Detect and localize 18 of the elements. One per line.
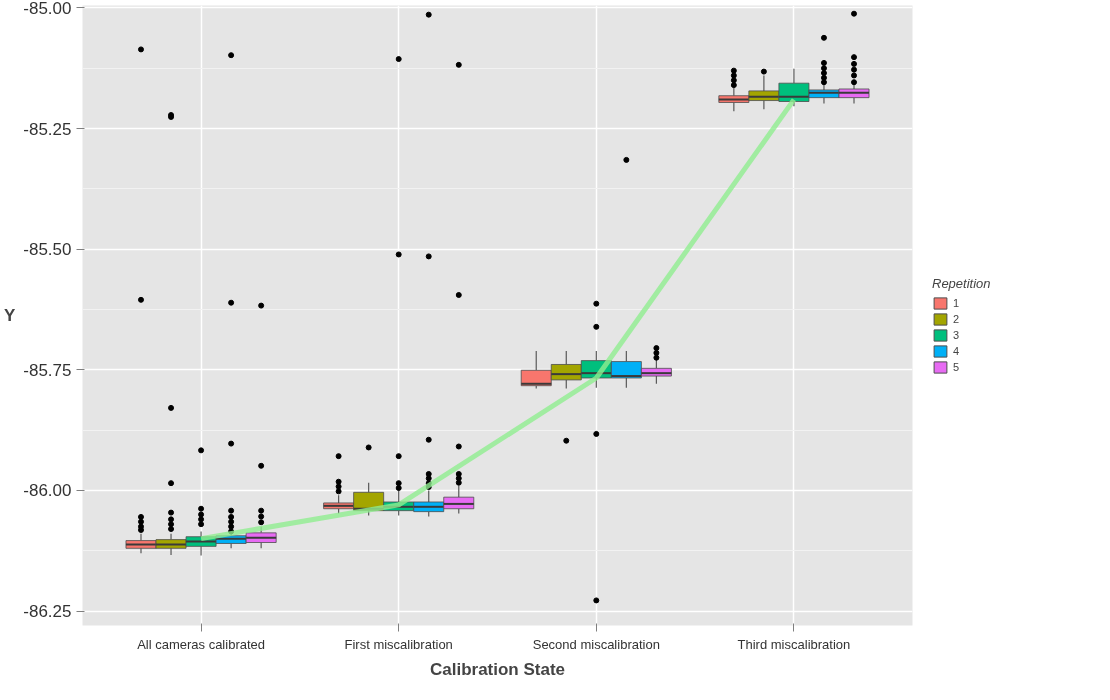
y-axis-title: Y <box>3 306 16 325</box>
x-axis-title: Calibration State <box>429 659 566 679</box>
y-tick-label: -85.00 <box>23 0 72 18</box>
y-tick-label: -86.00 <box>23 481 72 501</box>
legend-label: 2 <box>953 312 961 325</box>
legend-label: 4 <box>953 344 961 357</box>
legend-title: Repetition <box>932 275 991 291</box>
y-tick-label: -85.50 <box>23 240 72 260</box>
x-tick-label: Second miscalibration <box>532 636 660 652</box>
x-tick-label: All cameras calibrated <box>137 636 266 652</box>
legend-label: 5 <box>953 360 961 373</box>
y-tick-label: -85.25 <box>23 119 72 139</box>
x-tick-label: First miscalibration <box>344 636 453 652</box>
legend-label: 3 <box>953 328 961 341</box>
y-tick-label: -85.75 <box>23 360 72 380</box>
x-tick-label: Third miscalibration <box>737 636 851 652</box>
y-tick-label: -86.25 <box>23 602 72 622</box>
legend-label: 1 <box>953 296 961 309</box>
